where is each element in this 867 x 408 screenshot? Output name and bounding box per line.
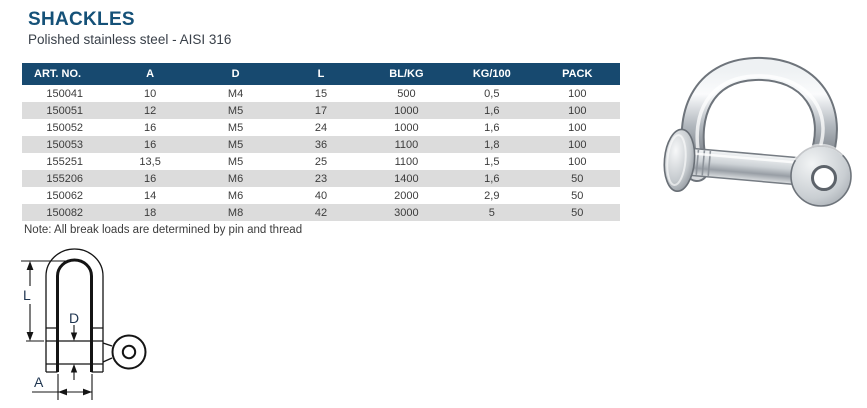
table-cell: 10 bbox=[144, 87, 157, 100]
table-cell: 50 bbox=[534, 204, 620, 221]
dimension-L-label: L bbox=[23, 287, 31, 303]
table-cell: M5 bbox=[192, 102, 279, 119]
table-row: 150041 10 M4 15 500 0,5 100 bbox=[22, 85, 620, 102]
column-header-6: PACK bbox=[534, 63, 620, 85]
table-cell: 1,6 bbox=[449, 170, 535, 187]
table-cell: 18 bbox=[107, 204, 193, 221]
table-cell: 36 bbox=[278, 136, 364, 153]
page-title: SHACKLES bbox=[28, 9, 135, 30]
shackle-bow bbox=[680, 56, 838, 182]
table-cell: M6 bbox=[192, 170, 279, 187]
dimension-diagram: L D A bbox=[21, 248, 147, 400]
table-cell: 24 bbox=[314, 121, 328, 134]
table-cell: 1100 bbox=[394, 155, 419, 168]
table-cell: 13,5 bbox=[139, 155, 161, 168]
table-cell: 2,9 bbox=[484, 189, 500, 202]
table-cell: 150052 bbox=[46, 121, 84, 134]
table-cell: 100 bbox=[568, 87, 587, 100]
header-row: ART. NO. A D L BL/KG KG/100 PACK bbox=[22, 63, 620, 85]
table-cell: 100 bbox=[568, 155, 587, 168]
table-row: 150053 16 M5 36 1100 1,8 100 bbox=[22, 136, 620, 153]
table-cell: 25 bbox=[314, 155, 328, 168]
table-cell: 150051 bbox=[22, 102, 108, 119]
column-header-3: L bbox=[278, 63, 364, 85]
pin-head bbox=[663, 128, 696, 193]
table-cell: 1,6 bbox=[484, 121, 500, 134]
table-cell: 42 bbox=[278, 204, 364, 221]
table-cell: 150062 bbox=[46, 189, 84, 202]
table-cell: 150082 bbox=[22, 204, 108, 221]
eye-hole bbox=[811, 165, 837, 191]
dimension-A bbox=[32, 374, 93, 400]
spec-table-head: ART. NO. A D L BL/KG KG/100 PACK bbox=[22, 63, 620, 85]
page-subtitle: Polished stainless steel - AISI 316 bbox=[28, 32, 232, 47]
column-header-0: ART. NO. bbox=[22, 63, 108, 85]
table-cell: 500 bbox=[397, 87, 416, 100]
dimension-L bbox=[21, 260, 73, 342]
table-cell: 2000 bbox=[394, 189, 419, 202]
dimension-A-label: A bbox=[34, 374, 44, 390]
table-cell: 50 bbox=[571, 189, 584, 202]
column-header-4: BL/KG bbox=[363, 63, 450, 85]
table-cell: 1100 bbox=[363, 136, 450, 153]
table-cell: 23 bbox=[278, 170, 364, 187]
spec-table: ART. NO. A D L BL/KG KG/100 PACK 150041 10 M4 15 5… bbox=[22, 63, 620, 221]
table-cell: 1,5 bbox=[484, 155, 500, 168]
table-cell: M6 bbox=[227, 189, 244, 202]
table-row: 150062 14 M6 40 2000 2,9 50 bbox=[22, 187, 620, 204]
table-cell: 155206 bbox=[22, 170, 108, 187]
table-row: 150082 18 M8 42 3000 5 50 bbox=[22, 204, 620, 221]
table-cell: 0,5 bbox=[484, 87, 500, 100]
table-cell: 5 bbox=[449, 204, 535, 221]
table-cell: 3000 bbox=[363, 204, 450, 221]
table-cell: 100 bbox=[534, 136, 620, 153]
table-cell: 150053 bbox=[22, 136, 108, 153]
table-cell: 16 bbox=[107, 136, 193, 153]
dimension-D bbox=[70, 325, 78, 380]
break-load-note: Note: All break loads are determined by … bbox=[24, 224, 303, 236]
table-cell: 15 bbox=[314, 87, 328, 100]
table-row: 150051 12 M5 17 1000 1,6 100 bbox=[22, 102, 620, 119]
table-cell: M5 bbox=[227, 155, 244, 168]
table-cell: M4 bbox=[227, 87, 244, 100]
table-cell: 1000 bbox=[394, 121, 419, 134]
table-cell: 17 bbox=[278, 102, 364, 119]
table-cell: 16 bbox=[144, 121, 157, 134]
table-cell: 1,6 bbox=[449, 102, 535, 119]
spec-table-container: ART. NO. A D L BL/KG KG/100 PACK 150041 10 M4 15 5… bbox=[22, 63, 620, 221]
table-cell: 155251 bbox=[46, 155, 84, 168]
table-cell: 16 bbox=[107, 170, 193, 187]
table-cell: 1400 bbox=[363, 170, 450, 187]
table-cell: 50 bbox=[534, 170, 620, 187]
table-cell: 1,8 bbox=[449, 136, 535, 153]
table-cell: M5 bbox=[192, 136, 279, 153]
dimension-D-label: D bbox=[69, 310, 79, 326]
table-cell: 100 bbox=[534, 102, 620, 119]
table-cell: 100 bbox=[568, 121, 587, 134]
column-header-2: D bbox=[192, 63, 279, 85]
column-header-1: A bbox=[107, 63, 193, 85]
table-cell: 1000 bbox=[363, 102, 450, 119]
table-cell: 12 bbox=[107, 102, 193, 119]
shackle-pin bbox=[663, 128, 805, 193]
table-cell: 150041 bbox=[46, 87, 84, 100]
table-cell: M5 bbox=[227, 121, 244, 134]
pin-eye-tab bbox=[790, 143, 852, 207]
table-row: 155206 16 M6 23 1400 1,6 50 bbox=[22, 170, 620, 187]
table-row: 150052 16 M5 24 1000 1,6 100 bbox=[22, 119, 620, 136]
table-cell: 40 bbox=[314, 189, 328, 202]
column-header-5: KG/100 bbox=[449, 63, 535, 85]
spec-table-body: 150041 10 M4 15 500 0,5 100 150051 12 M5 17 1000 1,6… bbox=[22, 85, 620, 221]
table-cell: 14 bbox=[144, 189, 157, 202]
table-row: 155251 13,5 M5 25 1100 1,5 100 bbox=[22, 153, 620, 170]
table-cell: M8 bbox=[192, 204, 279, 221]
shackle-product-photo bbox=[663, 56, 852, 207]
